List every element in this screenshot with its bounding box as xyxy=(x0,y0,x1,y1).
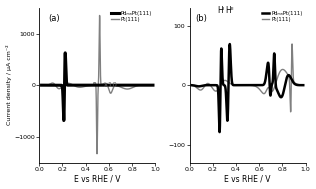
Pt(111) xyxy=(301,84,305,86)
Line: PdₘₙPt(111): PdₘₙPt(111) xyxy=(42,53,153,121)
Line: Pt(111): Pt(111) xyxy=(192,44,303,112)
X-axis label: E vs RHE / V: E vs RHE / V xyxy=(224,174,271,184)
PdₘₙPt(111) xyxy=(209,84,213,86)
PdₘₙPt(111) xyxy=(137,84,141,86)
PdₘₙPt(111) xyxy=(299,84,303,86)
Text: Hᴵ: Hᴵ xyxy=(217,6,224,15)
PdₘₙPt(111) xyxy=(52,84,56,86)
X-axis label: E vs RHE / V: E vs RHE / V xyxy=(74,174,120,184)
Pt(111) xyxy=(209,85,213,88)
PdₘₙPt(111) xyxy=(203,84,206,87)
PdₘₙPt(111) xyxy=(149,84,153,86)
Pt(111) xyxy=(95,153,99,155)
Y-axis label: Current density / μA cm⁻²: Current density / μA cm⁻² xyxy=(6,45,12,125)
PdₘₙPt(111) xyxy=(238,84,241,86)
Pt(111) xyxy=(59,87,63,89)
PdₘₙPt(111) xyxy=(87,84,91,86)
PdₘₙPt(111) xyxy=(301,84,305,86)
PdₘₙPt(111) xyxy=(190,84,194,86)
PdₘₙPt(111) xyxy=(63,52,67,54)
Text: Hᴵᴵ: Hᴵᴵ xyxy=(225,6,234,15)
Line: PdₘₙPt(111): PdₘₙPt(111) xyxy=(192,44,303,132)
Text: (a): (a) xyxy=(49,14,60,23)
Pt(111) xyxy=(149,84,153,86)
Pt(111) xyxy=(87,84,91,87)
Pt(111) xyxy=(289,111,293,113)
Pt(111) xyxy=(52,83,56,85)
PdₘₙPt(111) xyxy=(228,43,232,45)
PdₘₙPt(111) xyxy=(82,84,86,86)
PdₘₙPt(111) xyxy=(233,84,237,86)
Pt(111) xyxy=(82,85,86,88)
PdₘₙPt(111) xyxy=(151,84,155,86)
Pt(111) xyxy=(287,76,291,79)
PdₘₙPt(111) xyxy=(59,84,63,86)
Pt(111) xyxy=(98,14,101,17)
Pt(111) xyxy=(40,84,44,86)
Pt(111) xyxy=(137,84,141,87)
Pt(111) xyxy=(190,84,194,87)
PdₘₙPt(111) xyxy=(40,84,44,86)
Pt(111) xyxy=(233,84,236,86)
Pt(111) xyxy=(238,84,241,86)
PdₘₙPt(111) xyxy=(287,74,291,77)
Pt(111) xyxy=(203,85,206,87)
Pt(111) xyxy=(299,84,303,86)
Pt(111) xyxy=(290,43,294,45)
PdₘₙPt(111) xyxy=(62,119,66,122)
Text: ×10: ×10 xyxy=(102,82,117,88)
Pt(111) xyxy=(151,84,155,86)
Legend: PdₘₙPt(111), Pt(111): PdₘₙPt(111), Pt(111) xyxy=(261,10,303,23)
Legend: PdₘₙPt(111), Pt(111): PdₘₙPt(111), Pt(111) xyxy=(111,10,153,23)
Line: Pt(111): Pt(111) xyxy=(42,15,153,154)
Text: (b): (b) xyxy=(195,14,207,23)
PdₘₙPt(111) xyxy=(218,131,222,133)
